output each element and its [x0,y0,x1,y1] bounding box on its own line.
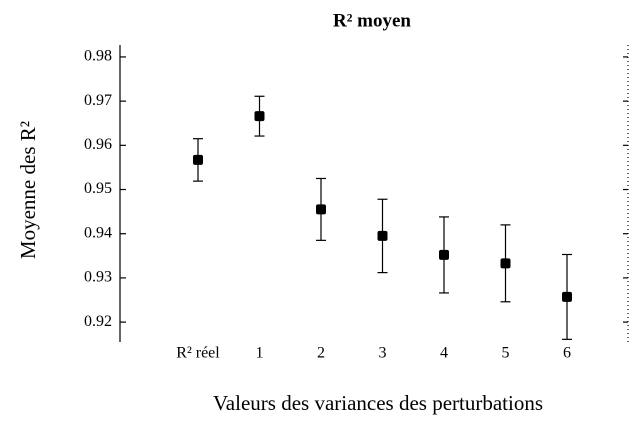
point [562,291,572,302]
x-tick-label: 3 [379,345,387,362]
point [439,249,449,260]
chart-title: R² moyen [333,10,411,31]
x-tick-label: 2 [317,345,325,362]
y-tick-label: 0.94 [84,224,112,241]
y-tick-label: 0.96 [84,136,112,153]
y-tick-label: 0.92 [84,313,112,330]
point [254,111,265,122]
point [193,154,203,165]
x-tick-label: R² réel [176,345,220,362]
point [500,258,511,269]
x-tick-label: 5 [502,345,510,362]
y-tick-label: 0.93 [84,269,112,286]
x-tick-label: 6 [563,345,571,362]
y-tick-label: 0.98 [84,48,112,65]
point [316,204,326,215]
x-tick-label: 1 [256,345,264,362]
x-axis-label: Valeurs des variances des perturbations [213,391,543,415]
x-tick-label: 4 [440,345,448,362]
point [377,230,388,241]
y-tick-label: 0.95 [84,180,112,197]
y-axis-label: Moyenne des R² [16,121,40,259]
y-tick-label: 0.97 [84,92,112,109]
